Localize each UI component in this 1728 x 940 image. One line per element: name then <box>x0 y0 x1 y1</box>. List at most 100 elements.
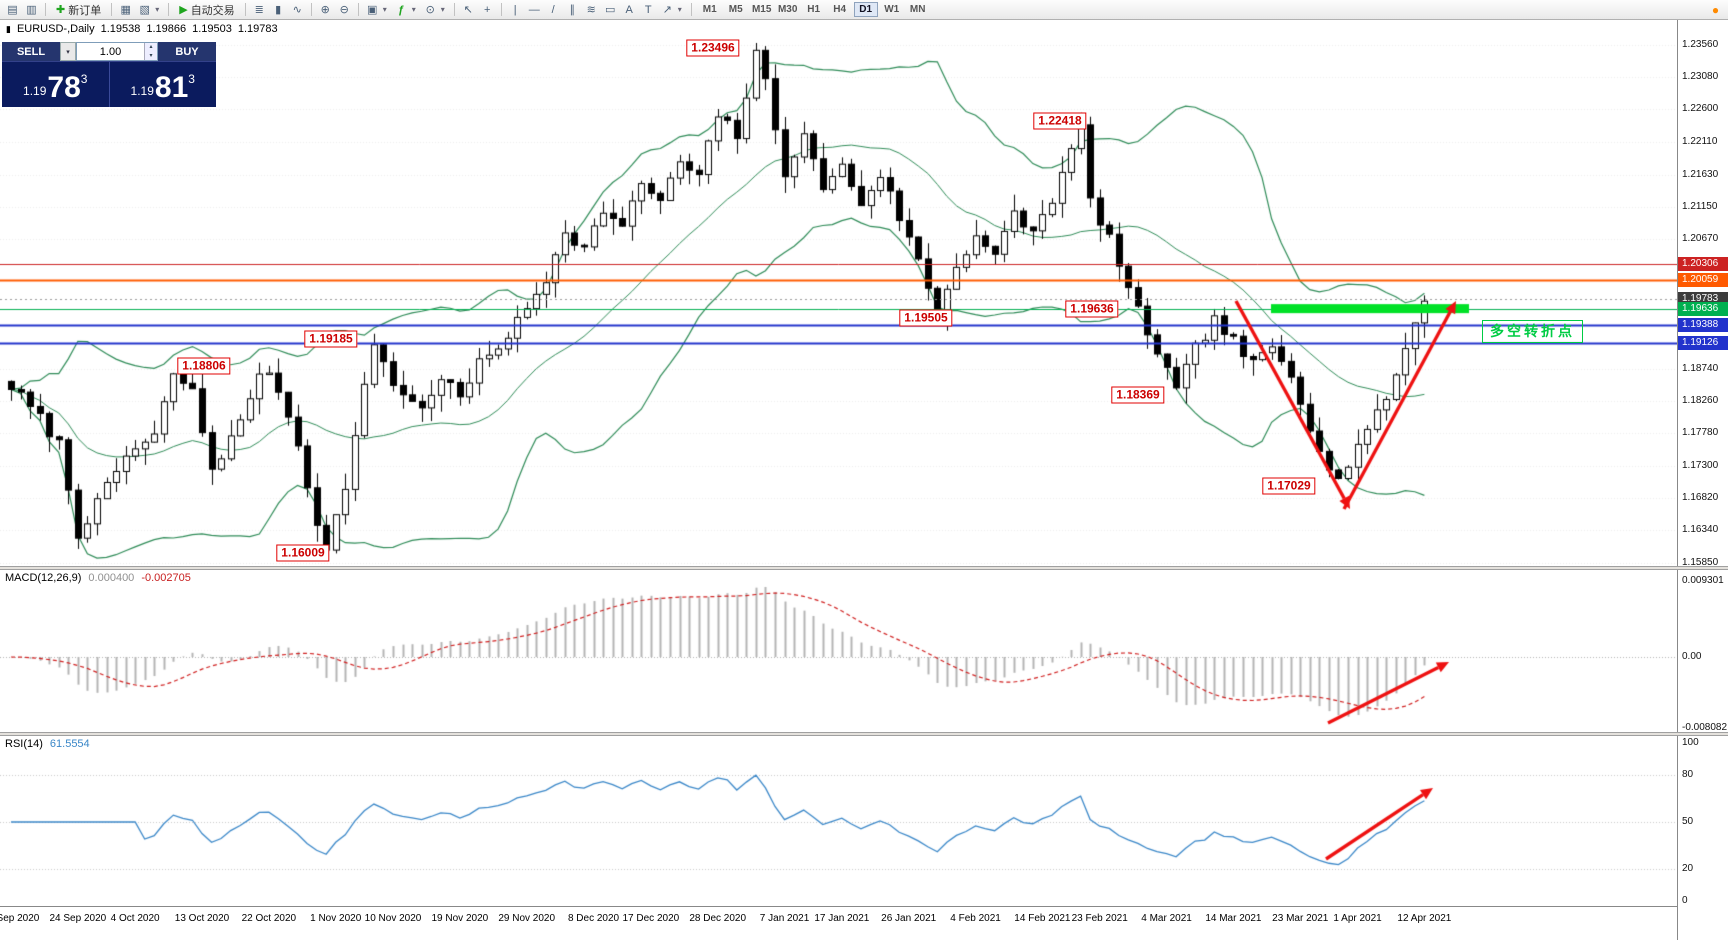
chevron-down-icon[interactable]: ▾ <box>411 5 416 14</box>
layout-icon[interactable]: ▧ <box>139 4 150 16</box>
chart-window-icon[interactable]: ▥ <box>26 4 37 16</box>
price-level-tag: 1.20059 <box>1678 273 1728 288</box>
price-axis-tick: 1.20670 <box>1682 233 1719 245</box>
panel-separator[interactable] <box>0 566 1728 570</box>
notification-icon[interactable]: ● <box>1711 2 1720 17</box>
main-chart-canvas[interactable] <box>0 20 1677 566</box>
sell-price-main: 1.19 <box>23 84 47 98</box>
timeframe-mn[interactable]: MN <box>909 4 926 15</box>
timeframe-h4[interactable]: H4 <box>833 4 847 15</box>
price-axis-tick: 1.17780 <box>1682 427 1719 439</box>
rsi-axis-tick: 100 <box>1682 737 1699 748</box>
date-label: 28 Dec 2020 <box>689 913 747 924</box>
price-level-tag: 1.19636 <box>1678 301 1728 316</box>
trendline-tool-icon[interactable]: / <box>551 3 555 16</box>
price-axis[interactable]: 1.23560 1.23080 1.22600 1.22110 1.21630 1.211… <box>1677 20 1728 906</box>
indicators-icon[interactable]: ƒ <box>398 3 405 16</box>
candlestick-chart-icon[interactable]: ▮ <box>275 4 282 16</box>
line-chart-icon[interactable]: ∿ <box>292 4 302 16</box>
bar-chart-icon[interactable]: ≣ <box>254 4 264 16</box>
order-options-dropdown[interactable]: ▾ <box>60 42 76 61</box>
chevron-down-icon[interactable]: ▾ <box>677 5 682 14</box>
date-label: 12 Apr 2021 <box>1397 913 1452 924</box>
rsi-indicator-header: RSI(14) 61.5554 <box>5 738 90 750</box>
price-level-tag: 1.19126 <box>1678 335 1728 350</box>
text-tool-icon[interactable]: A <box>625 3 633 16</box>
macd-axis-tick: -0.008082 <box>1682 722 1728 733</box>
price-level-tag: 1.20306 <box>1678 256 1728 271</box>
buy-price[interactable]: 1.19 81 3 <box>110 62 217 107</box>
sell-price[interactable]: 1.19 78 3 <box>2 62 109 107</box>
cycles-icon[interactable]: ⊙ <box>425 4 435 16</box>
macd-main-value: 0.000400 <box>88 572 135 584</box>
timeframe-w1[interactable]: W1 <box>884 4 900 15</box>
volume-stepper: ▴ ▾ <box>144 43 157 60</box>
price-axis-tick: 1.18740 <box>1682 362 1719 374</box>
auto-trading-button[interactable]: ▶ 自动交易 <box>174 2 239 18</box>
macd-axis-tick: 0.00 <box>1682 651 1702 662</box>
price-axis-tick: 1.23560 <box>1682 39 1719 50</box>
vertical-line-tool-icon[interactable]: | <box>513 3 517 16</box>
ohlc-low: 1.19503 <box>192 23 232 35</box>
price-axis-tick: 1.22600 <box>1682 103 1719 115</box>
timeframe-m30[interactable]: M30 <box>777 4 798 15</box>
timeframe-d1[interactable]: D1 <box>853 2 878 17</box>
date-label: 4 Feb 2021 <box>950 913 1001 924</box>
date-label: 17 Dec 2020 <box>622 913 680 924</box>
price-axis-tick: 1.15850 <box>1682 557 1719 568</box>
sell-button[interactable]: SELL <box>2 42 60 61</box>
cursor-icon[interactable]: ↖ <box>463 4 473 16</box>
rsi-axis-tick: 80 <box>1682 768 1694 780</box>
channel-tool-icon[interactable]: ∥ <box>569 4 575 16</box>
price-axis-tick: 1.16820 <box>1682 491 1719 503</box>
rsi-panel-canvas[interactable] <box>0 736 1677 906</box>
macd-axis-tick: 0.009301 <box>1682 575 1724 586</box>
arrows-tool-icon[interactable]: ↗ <box>662 4 672 16</box>
buy-button[interactable]: BUY <box>158 42 216 61</box>
fibonacci-tool-icon[interactable]: ≋ <box>586 4 596 16</box>
macd-signal-value: -0.002705 <box>141 572 191 584</box>
price-axis-tick: 1.18260 <box>1682 395 1719 407</box>
horizontal-line-tool-icon[interactable]: — <box>528 3 540 16</box>
new-chart-icon[interactable]: ▤ <box>7 4 18 16</box>
symbol-info: ▮ EURUSD-,Daily 1.19538 1.19866 1.19503 … <box>6 23 278 35</box>
price-axis-tick: 1.22110 <box>1682 136 1718 148</box>
zoom-out-icon[interactable]: ⊖ <box>339 4 349 16</box>
price-axis-tick: 1.21630 <box>1682 168 1719 180</box>
sell-price-pips: 78 <box>47 71 81 104</box>
date-label: 10 Nov 2020 <box>364 913 422 924</box>
tile-windows-icon[interactable]: ▣ <box>366 4 378 16</box>
chevron-down-icon[interactable]: ▾ <box>382 5 387 14</box>
timeframe-m5[interactable]: M5 <box>728 4 743 15</box>
rsi-label: RSI(14) <box>5 738 43 750</box>
timeframe-m1[interactable]: M1 <box>702 4 717 15</box>
chevron-down-icon[interactable]: ▾ <box>155 5 160 14</box>
price-axis-tick: 1.17300 <box>1682 459 1719 471</box>
price-axis-tick: 1.23080 <box>1682 71 1719 83</box>
shapes-tool-icon[interactable]: ▭ <box>604 4 616 16</box>
profiles-icon[interactable]: ▦ <box>120 4 131 16</box>
chevron-down-icon[interactable]: ▾ <box>440 5 445 14</box>
buy-price-fraction: 3 <box>188 72 195 86</box>
date-label: 23 Feb 2021 <box>1071 913 1128 924</box>
volume-input[interactable] <box>77 43 144 60</box>
new-order-label: 新订单 <box>68 4 102 17</box>
volume-decrease-button[interactable]: ▾ <box>145 51 157 60</box>
macd-indicator-header: MACD(12,26,9) 0.000400 -0.002705 <box>5 572 191 584</box>
zoom-in-icon[interactable]: ⊕ <box>320 4 330 16</box>
timeframe-group: M1 M5 M15 M30 H1 H4 D1 W1 MN <box>697 2 931 17</box>
panel-separator[interactable] <box>0 732 1728 736</box>
turning-point-annotation: 多空转折点 <box>1482 320 1583 343</box>
macd-panel-canvas[interactable] <box>0 570 1677 732</box>
label-tool-icon[interactable]: T <box>644 3 652 16</box>
chevron-down-icon: ▾ <box>66 48 70 56</box>
timeframe-h1[interactable]: H1 <box>807 4 821 15</box>
crosshair-icon[interactable]: + <box>483 3 491 16</box>
date-label: 24 Sep 2020 <box>49 913 107 924</box>
volume-increase-button[interactable]: ▴ <box>145 43 157 52</box>
new-order-button[interactable]: ✚ 新订单 <box>51 2 106 18</box>
date-label: 8 Dec 2020 <box>567 913 620 924</box>
macd-label: MACD(12,26,9) <box>5 572 82 584</box>
timeframe-m15[interactable]: M15 <box>751 4 772 15</box>
